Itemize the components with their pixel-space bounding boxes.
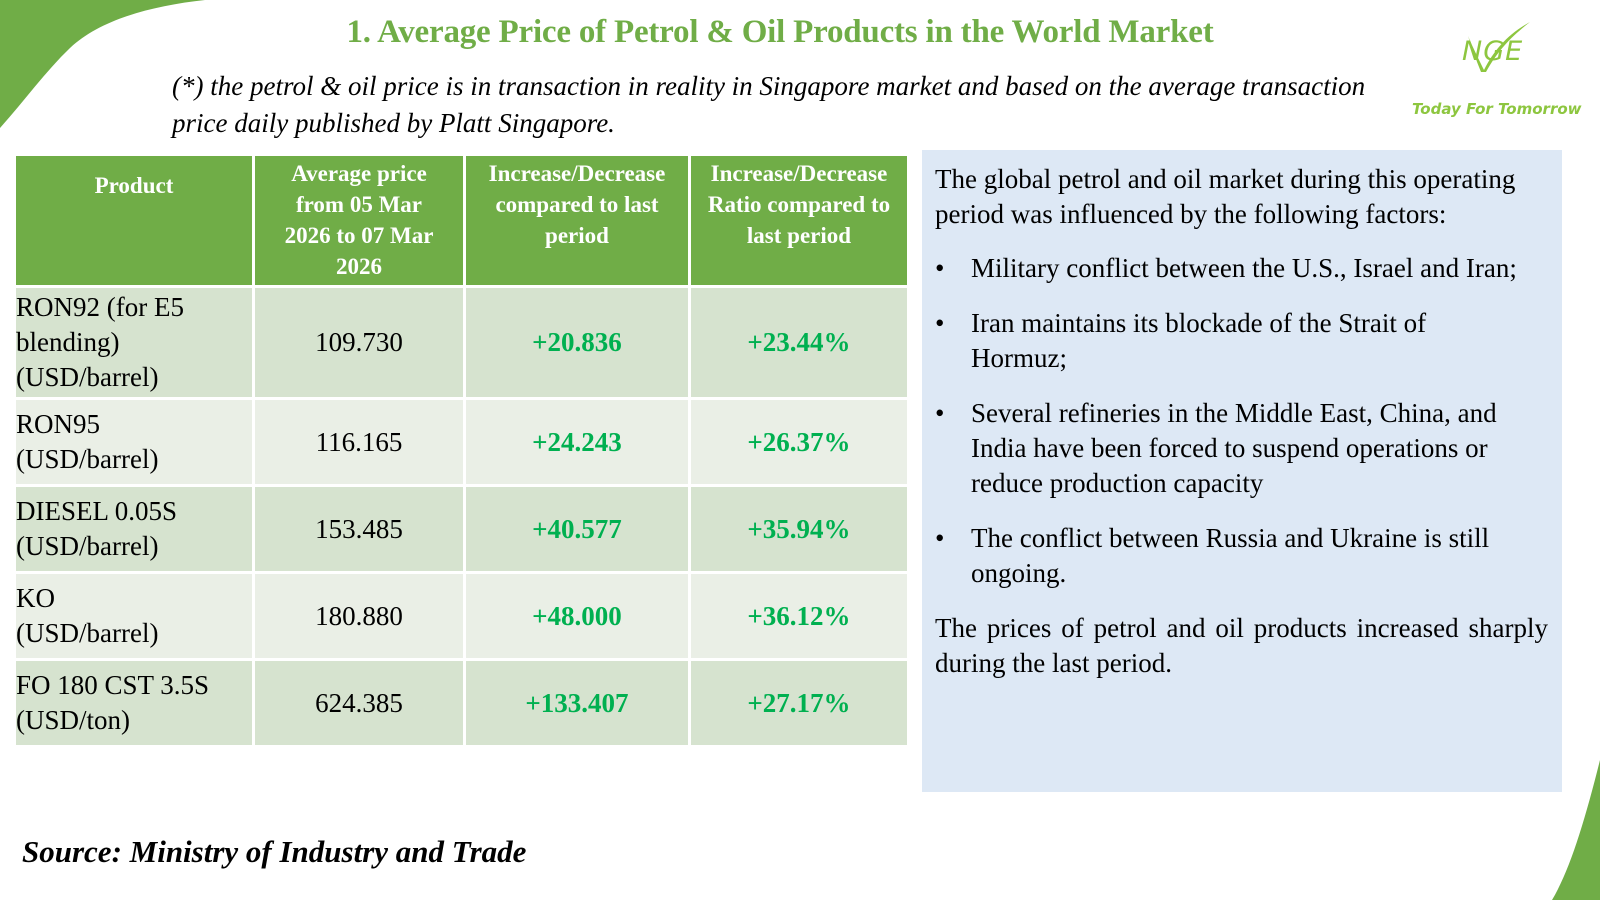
price-table: Product Average price from 05 Mar 2026 t… [13,153,910,748]
list-item: • Several refineries in the Middle East,… [935,396,1548,501]
price-change-ratio: +35.94% [688,484,910,574]
average-price: 153.485 [252,484,466,574]
table-row: KO (USD/barrel) 180.880 +48.000 +36.12% [13,571,910,661]
average-price: 109.730 [252,285,466,400]
price-change: +24.243 [463,397,691,487]
header-change: Increase/Decrease compared to last perio… [463,153,691,288]
list-item: • The conflict between Russia and Ukrain… [935,521,1548,591]
average-price: 624.385 [252,658,466,748]
checkmark-v-icon [1468,22,1530,72]
price-change-ratio: +26.37% [688,397,910,487]
table-row: RON92 (for E5 blending) (USD/barrel) 109… [13,285,910,400]
product-name: DIESEL 0.05S (USD/barrel) [13,484,255,574]
factors-conclusion: The prices of petrol and oil products in… [935,613,1548,678]
logo-tagline: Today For Tomorrow [1412,100,1582,118]
price-change: +48.000 [463,571,691,661]
product-name: KO (USD/barrel) [13,571,255,661]
bullet-icon: • [935,253,945,283]
list-item: • Iran maintains its blockade of the Str… [935,306,1548,376]
list-item: • Military conflict between the U.S., Is… [935,251,1548,286]
source-note: (*) the petrol & oil price is in transac… [172,71,1366,138]
factors-list: • Military conflict between the U.S., Is… [935,251,1548,591]
price-change: +20.836 [463,285,691,400]
factor-text: Iran maintains its blockade of the Strai… [971,308,1427,373]
header-average-price: Average price from 05 Mar 2026 to 07 Mar… [252,153,466,288]
average-price: 180.880 [252,571,466,661]
page-title: 1. Average Price of Petrol & Oil Product… [346,14,1214,50]
table-row: RON95 (USD/barrel) 116.165 +24.243 +26.3… [13,397,910,487]
bullet-icon: • [935,523,945,553]
factors-intro: The global petrol and oil market during … [935,164,1516,229]
product-name: RON95 (USD/barrel) [13,397,255,487]
factor-text: The conflict between Russia and Ukraine … [971,523,1490,588]
factor-text: Several refineries in the Middle East, C… [971,398,1497,498]
price-change-ratio: +23.44% [688,285,910,400]
product-name: RON92 (for E5 blending) (USD/barrel) [13,285,255,400]
price-change-ratio: +36.12% [688,571,910,661]
product-name: FO 180 CST 3.5S (USD/ton) [13,658,255,748]
table-row: FO 180 CST 3.5S (USD/ton) 624.385 +133.4… [13,658,910,748]
price-change: +133.407 [463,658,691,748]
header-ratio: Increase/Decrease Ratio compared to last… [688,153,910,288]
corner-decoration-top-left [0,0,205,128]
table-row: DIESEL 0.05S (USD/barrel) 153.485 +40.57… [13,484,910,574]
logo-brand: NGE [1462,36,1524,67]
corner-decoration-bottom-right [1552,760,1600,900]
market-factors-panel: The global petrol and oil market during … [922,150,1562,792]
factor-text: Military conflict between the U.S., Isra… [971,253,1517,283]
bullet-icon: • [935,398,945,428]
price-change: +40.577 [463,484,691,574]
source-credit: Source: Ministry of Industry and Trade [22,834,527,869]
table-header-row: Product Average price from 05 Mar 2026 t… [13,153,910,288]
company-logo: NGE Today For Tomorrow [1400,18,1600,118]
header-product: Product [13,153,255,288]
bullet-icon: • [935,308,945,338]
average-price: 116.165 [252,397,466,487]
price-change-ratio: +27.17% [688,658,910,748]
